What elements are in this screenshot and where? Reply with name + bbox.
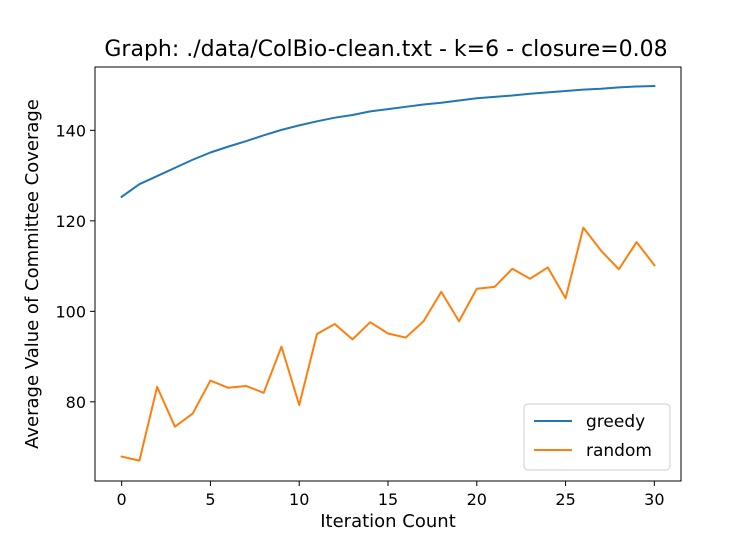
x-tick-label: 10 bbox=[289, 490, 309, 509]
x-tick-label: 15 bbox=[378, 490, 398, 509]
series-line-random bbox=[120, 226, 656, 462]
x-axis-ticks: 0 5 10 15 20 25 30 bbox=[117, 481, 665, 509]
legend-label-random: random bbox=[586, 441, 652, 461]
x-tick-label: 5 bbox=[205, 490, 215, 509]
x-tick-label: 30 bbox=[644, 490, 664, 509]
y-tick-label: 100 bbox=[55, 302, 86, 321]
y-axis-ticks: 80 100 120 140 bbox=[55, 121, 95, 412]
chart-title: Graph: ./data/ColBio-clean.txt - k=6 - c… bbox=[104, 37, 667, 62]
x-axis-label: Iteration Count bbox=[320, 511, 456, 532]
y-tick-label: 120 bbox=[55, 212, 86, 231]
y-tick-label: 80 bbox=[66, 393, 86, 412]
series-layer bbox=[120, 84, 656, 462]
x-tick-label: 25 bbox=[555, 490, 575, 509]
x-tick-label: 0 bbox=[117, 490, 127, 509]
x-tick-label: 20 bbox=[467, 490, 487, 509]
y-tick-label: 140 bbox=[55, 121, 86, 140]
series-line-greedy bbox=[120, 84, 656, 199]
plot-frame bbox=[94, 66, 682, 482]
legend-label-greedy: greedy bbox=[586, 412, 645, 432]
legend: greedy random bbox=[523, 403, 671, 471]
y-axis-label: Average Value of Committee Coverage bbox=[22, 99, 43, 449]
